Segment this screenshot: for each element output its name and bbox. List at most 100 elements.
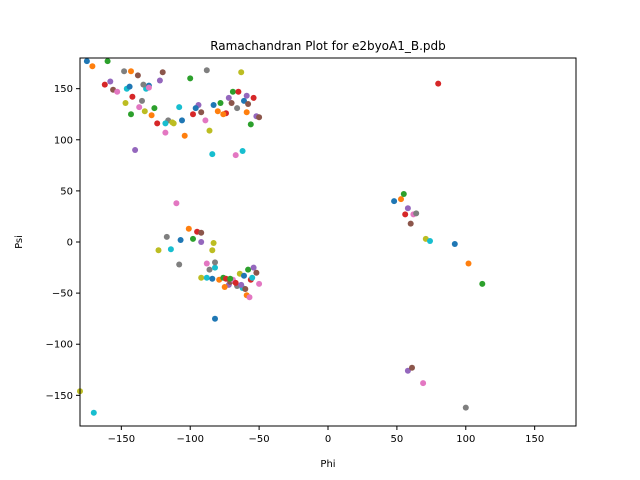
data-point	[181, 132, 188, 139]
data-point	[83, 58, 90, 65]
data-point	[235, 88, 242, 95]
data-point	[462, 404, 469, 411]
data-point	[203, 67, 210, 74]
y-tick-label: 150	[54, 84, 73, 95]
data-point	[140, 81, 147, 88]
data-point	[210, 102, 217, 108]
data-point	[148, 112, 155, 119]
data-point	[176, 104, 183, 111]
data-point	[227, 275, 234, 282]
data-point	[241, 272, 247, 279]
data-point	[206, 266, 213, 273]
data-point	[232, 152, 239, 159]
data-point	[246, 294, 253, 301]
data-point	[132, 147, 139, 153]
data-point	[176, 261, 183, 268]
y-tick-label: −150	[46, 391, 73, 402]
data-point	[217, 100, 224, 106]
data-point	[413, 210, 420, 217]
data-point	[435, 80, 442, 87]
data-point	[250, 94, 257, 101]
data-point	[243, 109, 250, 116]
data-point	[192, 105, 199, 112]
data-point	[198, 109, 205, 116]
data-point	[170, 120, 177, 127]
data-point	[243, 92, 250, 99]
data-point	[210, 240, 217, 246]
data-point	[245, 266, 252, 273]
data-point	[238, 281, 245, 288]
data-point	[220, 111, 227, 118]
data-point	[104, 58, 111, 65]
y-tick-label: 0	[67, 238, 73, 249]
x-tick-label: 150	[525, 434, 544, 445]
data-point	[420, 380, 427, 387]
data-point	[128, 68, 134, 75]
y-tick-label: 100	[54, 135, 73, 146]
data-point	[407, 220, 414, 227]
data-point	[156, 77, 163, 84]
data-point	[465, 260, 472, 267]
data-point	[89, 63, 96, 70]
data-point	[121, 68, 128, 75]
data-point	[402, 211, 409, 218]
data-point	[134, 72, 141, 79]
data-point	[214, 108, 221, 115]
data-point	[155, 247, 162, 254]
data-point	[245, 101, 252, 107]
x-axis-label: Phi	[320, 459, 335, 470]
data-point	[241, 97, 247, 104]
data-point	[190, 235, 196, 242]
data-points	[77, 58, 486, 416]
data-point	[173, 200, 180, 207]
data-point	[228, 100, 235, 106]
data-point	[187, 75, 194, 82]
x-tick-label: −50	[249, 434, 270, 445]
data-point	[239, 148, 246, 154]
data-point	[141, 108, 148, 115]
data-point	[206, 127, 213, 134]
data-point	[198, 239, 205, 245]
x-tick-label: −100	[176, 434, 203, 445]
data-point	[256, 114, 263, 121]
data-point	[203, 260, 210, 267]
data-point	[256, 280, 263, 287]
data-point	[451, 241, 458, 247]
data-point	[139, 97, 145, 104]
data-point	[167, 246, 174, 253]
data-point	[203, 274, 210, 281]
data-point	[209, 275, 216, 282]
data-point	[129, 93, 136, 100]
data-point	[154, 120, 161, 127]
data-point	[249, 274, 256, 281]
data-point	[221, 284, 228, 290]
data-point	[145, 84, 152, 91]
data-point	[198, 274, 205, 281]
chart-title: Ramachandran Plot for e2byoA1_B.pdb	[210, 39, 446, 53]
x-tick-label: 100	[456, 434, 475, 445]
data-point	[136, 104, 143, 111]
data-point	[209, 151, 216, 158]
y-axis-label: Psi	[14, 235, 25, 249]
data-point	[151, 105, 158, 112]
axis-ticks: −150 −100 −50 0 50 100 150 −150 −100 −50 0 50 100 150	[46, 84, 545, 445]
data-point	[479, 280, 486, 287]
data-point	[90, 409, 97, 416]
plot-frame	[79, 57, 577, 427]
data-point	[234, 105, 241, 112]
data-point	[238, 69, 245, 76]
data-point	[159, 69, 166, 76]
data-point	[253, 269, 260, 276]
data-point	[398, 196, 404, 203]
x-tick-label: 50	[391, 434, 404, 445]
data-point	[162, 129, 169, 136]
data-point	[114, 88, 121, 95]
data-point	[126, 83, 133, 90]
data-point	[242, 286, 249, 292]
x-tick-label: 0	[325, 434, 331, 445]
data-point	[179, 117, 185, 124]
data-point	[229, 88, 236, 95]
y-tick-label: 50	[60, 186, 73, 197]
data-point	[391, 198, 398, 205]
